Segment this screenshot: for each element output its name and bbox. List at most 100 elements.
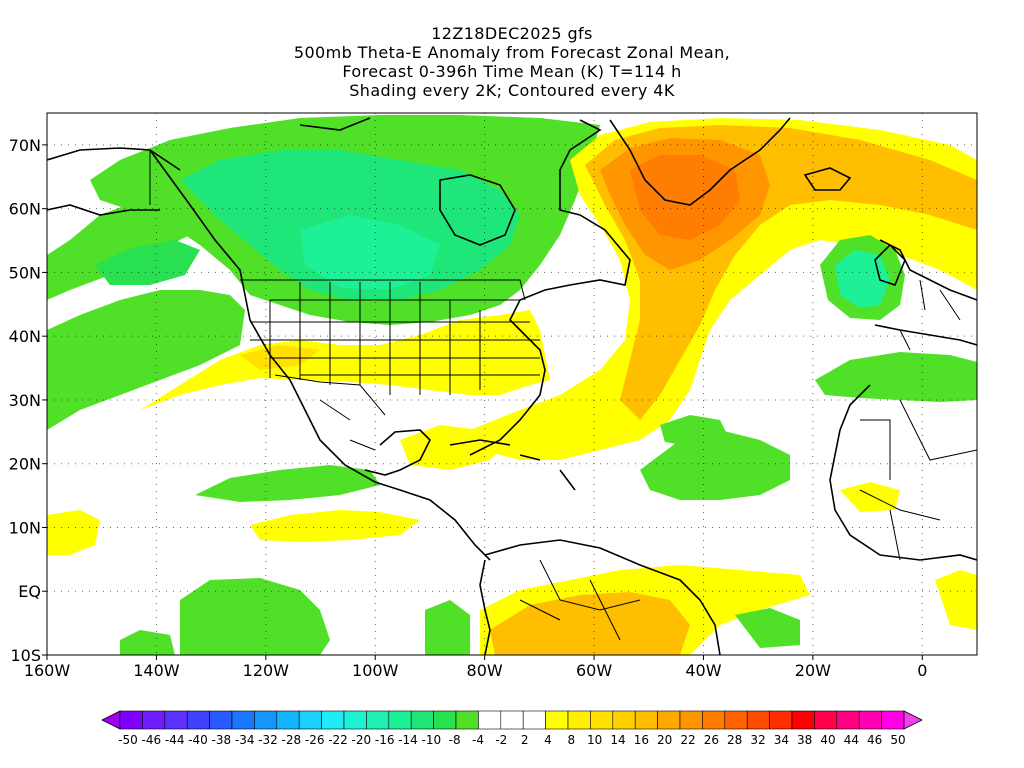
colorbar-cell: [858, 710, 882, 730]
colorbar-label: -38: [212, 733, 232, 747]
lat-tick-label: 30N: [9, 391, 41, 410]
colorbar-cell: [679, 710, 703, 730]
hudson-bay: [439, 174, 516, 246]
colorbar-label: -44: [165, 733, 185, 747]
tropical-pacific-green-2: [120, 630, 175, 655]
colorbar-cell: [142, 710, 166, 730]
colorbar-label: 14: [610, 733, 625, 747]
africa-borders: [859, 399, 977, 561]
colorbar-min-arrow: [101, 710, 121, 730]
title-line-2: 500mb Theta-E Anomaly from Forecast Zona…: [293, 43, 731, 62]
colorbar-label: 46: [867, 733, 882, 747]
colorbar-label: 28: [727, 733, 742, 747]
greenland-dark-orange: [630, 155, 740, 240]
colorbar-label: -22: [328, 733, 348, 747]
colorbar-cell: [881, 710, 905, 730]
colorbar-cell: [366, 710, 390, 730]
anomaly-shading: [47, 113, 977, 655]
colorbar: -50 -46 -44 -40 -38 -34 -32 -28 -26 -22 -20 -16 -14-…: [101, 710, 923, 747]
colorbar-label: 44: [844, 733, 859, 747]
colorbar-label: 50: [890, 733, 905, 747]
africa-coastline: [829, 384, 977, 561]
tropical-pacific-green: [180, 578, 330, 655]
lon-tick-label: 120W: [243, 661, 290, 680]
colorbar-cell: [634, 710, 658, 730]
lon-tick-label: 60W: [576, 661, 612, 680]
title-line-3: Forecast 0-396h Time Mean (K) T=114 h: [342, 62, 682, 81]
colorbar-cell: [186, 710, 210, 730]
colorbar-cell: [231, 710, 255, 730]
colorbar-label: -40: [188, 733, 208, 747]
colorbar-label: 38: [797, 733, 812, 747]
colorbar-label: -10: [422, 733, 442, 747]
colorbar-cell: [836, 710, 860, 730]
colorbar-cell: [500, 710, 524, 730]
mexico-states: [319, 399, 376, 451]
title-line-1: 12Z18DEC2025 gfs: [431, 24, 593, 43]
colorbar-label: -50: [118, 733, 138, 747]
map-frame: [46, 112, 978, 656]
caribbean-yellow: [400, 425, 510, 470]
colorbar-label: 20: [657, 733, 672, 747]
lon-tick-label: 20W: [795, 661, 831, 680]
central-america-coastline: [364, 429, 431, 476]
coastlines: [47, 117, 977, 655]
us-mexico-border: [274, 374, 386, 416]
colorbar-label: -28: [282, 733, 302, 747]
eastern-pacific-yellow: [250, 510, 420, 542]
colorbar-label: -20: [352, 733, 372, 747]
lon-tick-label: 80W: [467, 661, 503, 680]
title-line-4: Shading every 2K; Contoured every 4K: [349, 81, 675, 100]
colorbar-label: -34: [235, 733, 255, 747]
west-africa-yellow: [840, 482, 900, 512]
lat-tick-label: 50N: [9, 263, 41, 282]
lat-tick-label: 10N: [9, 518, 41, 537]
south-america-borders: [519, 559, 641, 641]
south-atlantic-green: [735, 608, 800, 648]
colorbar-cell: [254, 710, 278, 730]
subtropical-atlantic-green-2: [660, 415, 730, 448]
colorbar-label: 2: [521, 733, 529, 747]
caribbean-islands: [449, 439, 576, 491]
colorbar-cell: [455, 710, 479, 730]
iceland-coastline: [803, 167, 852, 191]
colorbar-label: 4: [544, 733, 552, 747]
colorbar-cell: [590, 710, 614, 730]
colorbar-label: -46: [142, 733, 162, 747]
lon-tick-label: 100W: [352, 661, 399, 680]
europe-coastline: [874, 239, 977, 346]
atlantic-yellow-plume: [470, 118, 977, 460]
north-pacific-lightgreen: [95, 240, 200, 285]
colorbar-max-arrow: [903, 710, 923, 730]
colorbar-cell: [746, 710, 770, 730]
subtropical-atlantic-green: [640, 430, 790, 500]
colorbar-cell: [343, 710, 367, 730]
colorbar-cell: [478, 710, 502, 730]
colorbar-label: 32: [750, 733, 765, 747]
colorbar-cell: [814, 710, 838, 730]
lat-tick-label: 70N: [9, 136, 41, 155]
colorbar-label: -2: [495, 733, 507, 747]
lat-tick-label: EQ: [18, 582, 41, 601]
lon-tick-label: 40W: [685, 661, 721, 680]
lat-tick-label: 40N: [9, 327, 41, 346]
colorbar-label: 8: [568, 733, 576, 747]
colorbar-cell: [276, 710, 300, 730]
title-block: 12Z18DEC2025 gfs 500mb Theta-E Anomaly f…: [0, 24, 1024, 100]
lon-axis: 160W 140W 120W 100W 80W 60W 40W 20W 0: [24, 655, 927, 680]
colorbar-label: -8: [449, 733, 461, 747]
lon-tick-label: 140W: [133, 661, 180, 680]
us-canada-border: [240, 279, 526, 301]
lat-tick-label: 20N: [9, 455, 41, 474]
colorbar-cell: [410, 710, 434, 730]
west-pacific-yellow: [47, 510, 100, 555]
canada-green-inner: [300, 215, 440, 290]
lon-tick-label: 0: [917, 661, 927, 680]
colorbar-cell: [298, 710, 322, 730]
colorbar-label: -32: [258, 733, 278, 747]
colorbar-cell: [567, 710, 591, 730]
lat-tick-label: 60N: [9, 200, 41, 219]
grid-lines: [47, 113, 977, 655]
colorbar-label: 16: [634, 733, 649, 747]
